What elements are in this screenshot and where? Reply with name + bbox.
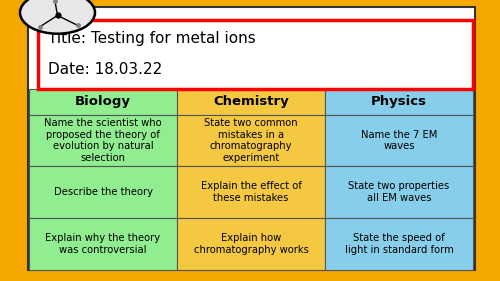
Text: Name the scientist who
proposed the theory of
evolution by natural
selection: Name the scientist who proposed the theo…: [44, 118, 162, 163]
FancyBboxPatch shape: [29, 218, 177, 270]
Text: Date: 18.03.22: Date: 18.03.22: [48, 62, 162, 77]
Circle shape: [20, 0, 95, 34]
FancyBboxPatch shape: [177, 89, 325, 115]
FancyBboxPatch shape: [325, 89, 473, 115]
Text: Title: Testing for metal ions: Title: Testing for metal ions: [48, 31, 256, 46]
FancyBboxPatch shape: [177, 115, 325, 166]
Text: Describe the theory: Describe the theory: [54, 187, 152, 197]
FancyBboxPatch shape: [28, 7, 475, 270]
FancyBboxPatch shape: [29, 115, 177, 166]
FancyBboxPatch shape: [177, 166, 325, 218]
Text: Physics: Physics: [371, 95, 427, 108]
Text: Chemistry: Chemistry: [213, 95, 289, 108]
Text: Name the 7 EM
waves: Name the 7 EM waves: [361, 130, 437, 151]
Text: Explain the effect of
these mistakes: Explain the effect of these mistakes: [200, 182, 302, 203]
Text: Biology: Biology: [75, 95, 131, 108]
FancyBboxPatch shape: [325, 218, 473, 270]
FancyBboxPatch shape: [325, 115, 473, 166]
Text: State the speed of
light in standard form: State the speed of light in standard for…: [344, 233, 454, 255]
Text: Explain how
chromatography works: Explain how chromatography works: [194, 233, 308, 255]
FancyBboxPatch shape: [29, 166, 177, 218]
FancyBboxPatch shape: [177, 218, 325, 270]
Text: Explain why the theory
was controversial: Explain why the theory was controversial: [46, 233, 160, 255]
Text: State two properties
all EM waves: State two properties all EM waves: [348, 182, 450, 203]
Text: State two common
mistakes in a
chromatography
experiment: State two common mistakes in a chromatog…: [204, 118, 298, 163]
FancyBboxPatch shape: [29, 89, 177, 115]
FancyBboxPatch shape: [325, 166, 473, 218]
FancyBboxPatch shape: [38, 20, 472, 89]
